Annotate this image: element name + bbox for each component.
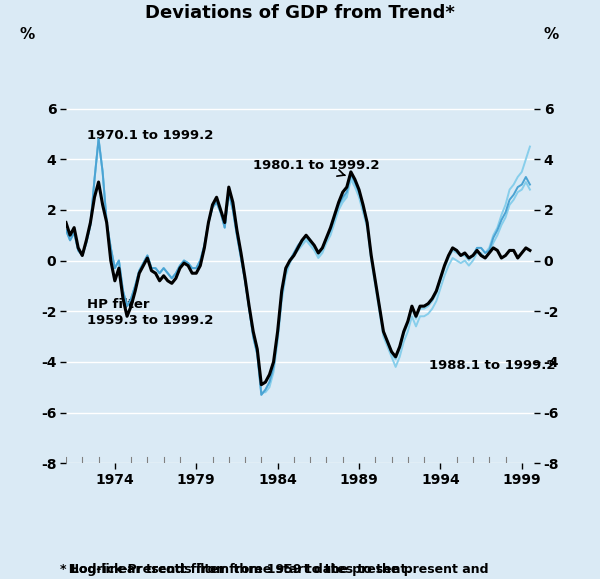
- Text: * Log-linear trends from three start dates to the present and: * Log-linear trends from three start dat…: [60, 563, 488, 576]
- Title: Deviations of GDP from Trend*: Deviations of GDP from Trend*: [145, 5, 455, 23]
- Text: HP filter
1959.3 to 1999.2: HP filter 1959.3 to 1999.2: [87, 298, 214, 327]
- Text: %: %: [19, 27, 34, 42]
- Text: Hodrick-Prescott filter from 1959 to the present.: Hodrick-Prescott filter from 1959 to the…: [60, 548, 411, 576]
- Text: %: %: [544, 27, 559, 42]
- Text: 1988.1 to 1999.2: 1988.1 to 1999.2: [429, 360, 556, 372]
- Text: 1980.1 to 1999.2: 1980.1 to 1999.2: [253, 159, 380, 176]
- Text: 1970.1 to 1999.2: 1970.1 to 1999.2: [87, 129, 214, 142]
